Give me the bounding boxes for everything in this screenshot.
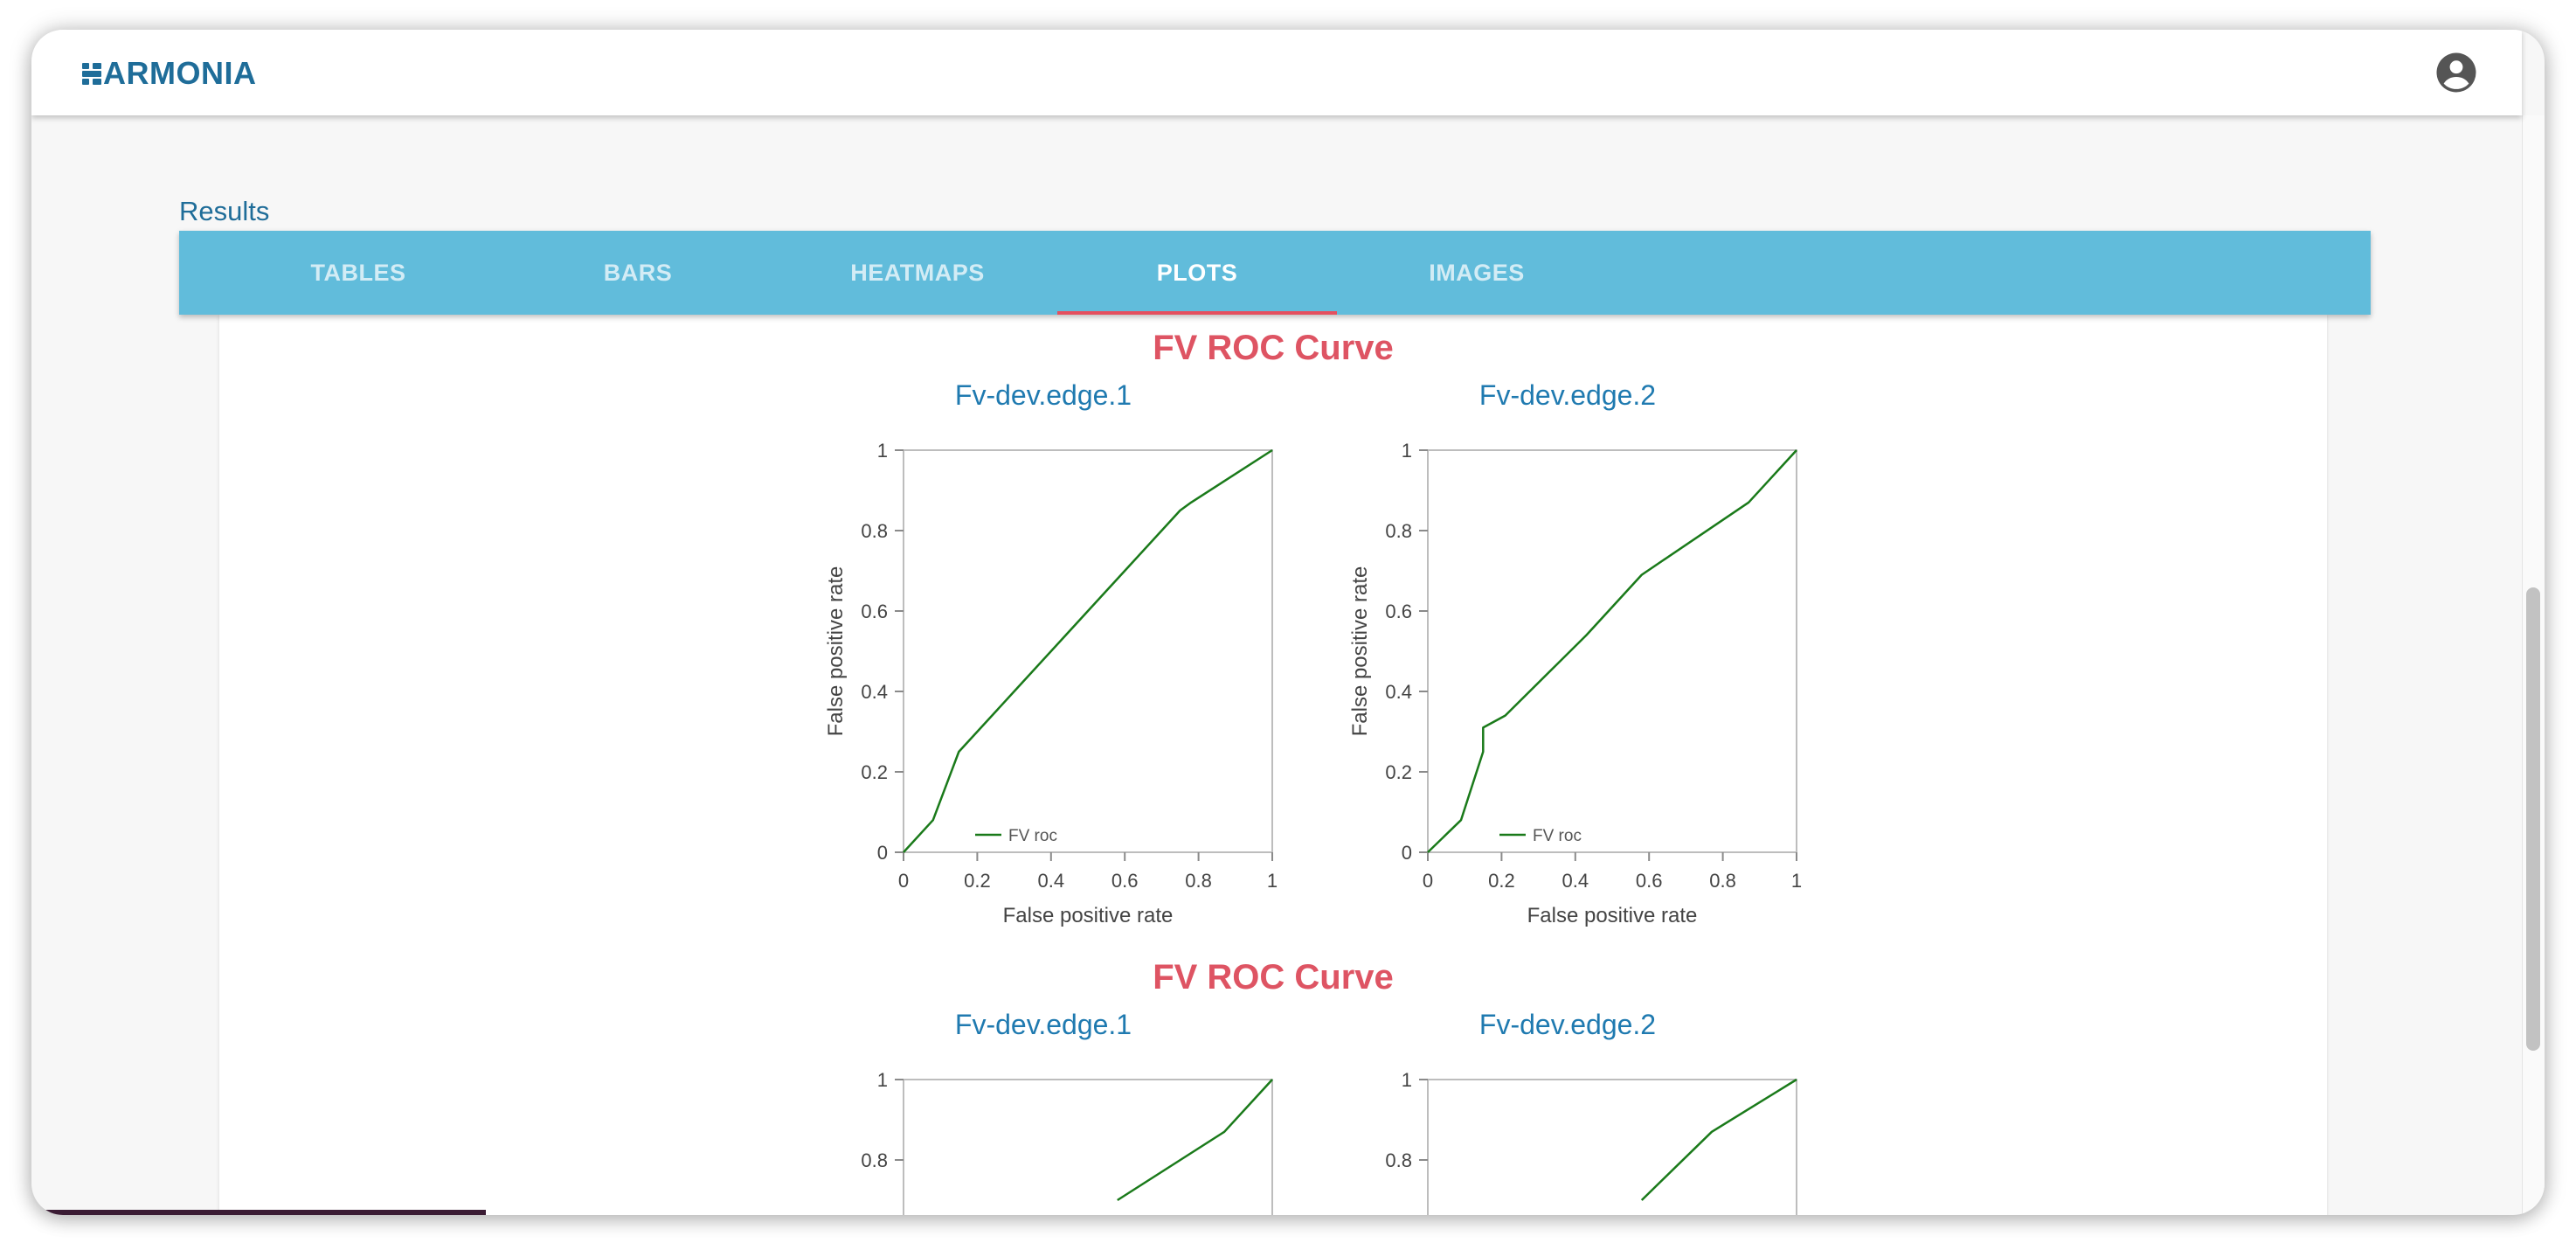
tab-bars[interactable]: BARS [603, 259, 673, 286]
x-tick-label: 0.8 [1185, 870, 1212, 892]
y-tick-label: 0.6 [1385, 601, 1412, 622]
y-axis-label: False positive rate [1348, 566, 1372, 737]
y-tick-label: 1 [1402, 1069, 1412, 1091]
taskbar-strip [31, 1210, 486, 1215]
y-tick-label: 0.6 [861, 601, 888, 622]
logo-mark-icon [82, 61, 101, 86]
y-tick-label: 0.8 [1385, 1149, 1412, 1171]
logo-text: ARMONIA [103, 55, 257, 91]
roc-plot-4: 0.81 [1385, 1069, 1797, 1215]
plot-title: Fv-dev.edge.2 [1478, 1009, 1657, 1040]
y-tick-label: 0.2 [861, 761, 888, 783]
roc-plot-3: 0.81 [861, 1069, 1273, 1215]
legend-label: FV roc [1008, 827, 1057, 845]
main-content: Results TABLES BARS HEATMAPS PLOTS IMAGE… [31, 115, 2522, 1215]
x-tick-label: 1 [1791, 870, 1802, 892]
results-tabs: TABLES BARS HEATMAPS PLOTS IMAGES [179, 231, 2371, 315]
app-bar: ARMONIA [31, 30, 2522, 115]
x-tick-label: 0 [898, 870, 909, 892]
y-tick-label: 0.8 [861, 520, 888, 542]
plot-area-frame [903, 449, 1273, 853]
tab-heatmaps[interactable]: HEATMAPS [850, 259, 985, 286]
active-tab-indicator [1057, 311, 1337, 315]
y-tick-label: 0.4 [1385, 681, 1412, 703]
y-tick-label: 0.2 [1385, 761, 1412, 783]
y-tick-label: 0.8 [1385, 520, 1412, 542]
tab-images[interactable]: IMAGES [1429, 259, 1525, 286]
y-tick-label: 1 [877, 440, 888, 462]
plots-card: FV ROC Curve Fv-dev.edge.1 Fv-dev.edge.2… [219, 315, 2327, 1215]
plot-title: Fv-dev.edge.1 [954, 1009, 1132, 1040]
legend-label: FV roc [1533, 827, 1582, 845]
scrollbar-track[interactable] [2522, 115, 2545, 1215]
x-tick-label: 0.2 [1488, 870, 1515, 892]
x-axis-label: False positive rate [1003, 904, 1174, 927]
plot-title: Fv-dev.edge.2 [1478, 379, 1657, 411]
y-tick-label: 0.4 [861, 681, 888, 703]
browser-window: ARMONIA Results TABLES BARS HEATMAPS PLO… [31, 30, 2545, 1215]
plot-area-frame [903, 1079, 1273, 1215]
tab-tables[interactable]: TABLES [310, 259, 406, 286]
roc-series-line [1117, 1079, 1273, 1202]
armonia-logo[interactable]: ARMONIA [82, 54, 256, 93]
roc-series-line [1640, 1078, 1797, 1201]
tab-plots[interactable]: PLOTS [1057, 231, 1337, 315]
section-title: FV ROC Curve [1153, 958, 1394, 997]
scrollbar-thumb[interactable] [2526, 587, 2540, 1051]
x-axis-label: False positive rate [1527, 904, 1698, 927]
x-tick-label: 0.4 [1038, 870, 1065, 892]
y-tick-label: 1 [1402, 440, 1412, 462]
y-axis-label: False positive rate [824, 566, 848, 737]
tab-plots-label: PLOTS [1156, 259, 1238, 286]
plot-area-frame [1427, 1079, 1797, 1215]
roc-plot-1: 0 0.2 0.4 0.6 0.8 1 0 0.2 0.4 0.6 0.8 1 False positi… [824, 440, 1278, 927]
y-tick-label: 0.8 [861, 1149, 888, 1171]
x-tick-label: 0 [1423, 870, 1433, 892]
x-tick-label: 0.8 [1709, 870, 1736, 892]
plot-area-frame [1427, 449, 1797, 853]
x-tick-label: 0.4 [1562, 870, 1589, 892]
y-tick-label: 0 [1402, 842, 1412, 864]
account-circle-icon[interactable] [2433, 49, 2480, 96]
y-tick-label: 1 [877, 1069, 888, 1091]
x-tick-label: 0.6 [1111, 870, 1139, 892]
roc-series-line [1427, 449, 1797, 853]
section-title: FV ROC Curve [1153, 329, 1394, 367]
y-tick-label: 0 [877, 842, 888, 864]
x-tick-label: 0.6 [1636, 870, 1663, 892]
results-title: Results [179, 196, 270, 226]
x-tick-label: 0.2 [964, 870, 991, 892]
x-tick-label: 1 [1267, 870, 1278, 892]
plot-title: Fv-dev.edge.1 [954, 379, 1132, 411]
roc-plot-2: 0 0.2 0.4 0.6 0.8 1 0 0.2 0.4 0.6 0.8 1 False positi… [1348, 440, 1802, 927]
roc-series-line [903, 448, 1273, 853]
